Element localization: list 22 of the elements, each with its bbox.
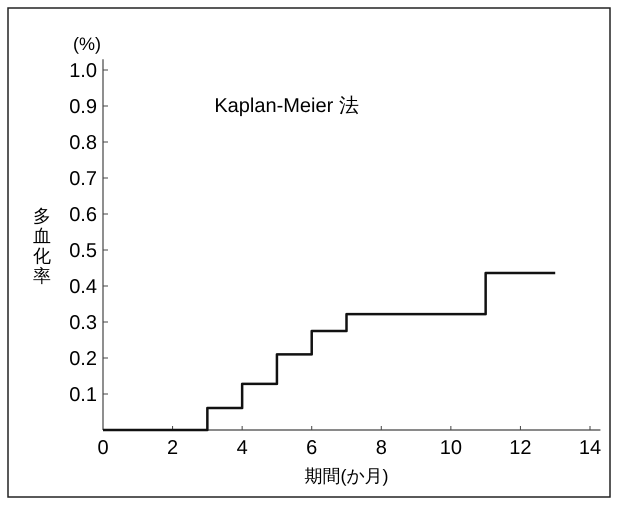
x-tick-label: 6	[306, 437, 318, 459]
text: (%)	[73, 34, 101, 54]
y-tick-label: 0.3	[69, 312, 97, 334]
ylabel: 多血化率	[33, 206, 51, 286]
y-tick-label: 0.2	[69, 348, 97, 370]
x-tick-label: 2	[167, 437, 178, 459]
x-tick-label: 12	[509, 437, 532, 459]
x-tick-label: 8	[376, 437, 387, 459]
y-tick-label: 0.1	[69, 384, 97, 406]
y-tick-label: 1.0	[69, 60, 97, 82]
x-tick-label: 14	[578, 437, 602, 459]
y-tick-label: 0.8	[69, 132, 97, 154]
y-tick-label: 0.6	[69, 204, 97, 226]
y-tick-label: 0.7	[69, 168, 97, 190]
x-tick-label: 4	[236, 437, 248, 459]
x-tick-label: 10	[440, 437, 462, 459]
y-tick-label: 0.9	[69, 96, 97, 118]
y-tick-label: 0.4	[69, 276, 97, 298]
y-tick-label: 0.5	[69, 240, 97, 262]
text: Kaplan-Meier 法	[214, 95, 359, 117]
x-axis-title: 期間(か月)	[304, 466, 388, 486]
x-tick-label: 0	[97, 437, 109, 459]
